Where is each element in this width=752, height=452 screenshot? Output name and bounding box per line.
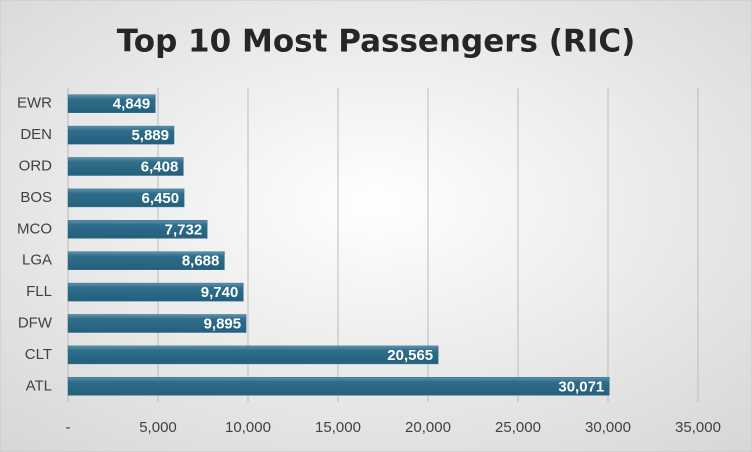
- bar: [67, 282, 244, 302]
- y-tick-label: FLL: [26, 283, 52, 300]
- y-tick-label: LGA: [22, 252, 52, 269]
- data-label: 9,895: [204, 315, 242, 332]
- y-tick-label: MCO: [17, 220, 52, 237]
- x-tick-label: 35,000: [675, 419, 721, 436]
- bar: [67, 125, 175, 145]
- chart-title: Top 10 Most Passengers (RIC): [117, 24, 636, 60]
- y-tick-label: DFW: [18, 314, 53, 331]
- x-tick-label: 15,000: [315, 419, 361, 436]
- x-tick-label: -: [66, 419, 71, 436]
- data-label: 30,071: [558, 378, 604, 395]
- data-label: 8,688: [182, 253, 220, 270]
- data-label: 6,450: [142, 190, 180, 207]
- x-tick-label: 5,000: [139, 419, 177, 436]
- data-label: 4,849: [113, 96, 151, 113]
- bar: [67, 94, 156, 113]
- y-tick-label: BOS: [20, 189, 52, 206]
- x-tick-label: 25,000: [495, 419, 541, 436]
- data-label: 5,889: [131, 127, 169, 144]
- data-label: 6,408: [141, 158, 179, 175]
- bar: [67, 220, 208, 239]
- bar: [67, 377, 610, 396]
- bar: [67, 345, 439, 365]
- y-tick-label: ATL: [26, 377, 52, 394]
- y-tick-label: CLT: [25, 346, 52, 363]
- x-tick-label: 10,000: [225, 419, 271, 436]
- x-tick-label: 20,000: [405, 419, 451, 436]
- bar: [67, 157, 184, 176]
- bar: [67, 188, 185, 208]
- data-label: 9,740: [201, 284, 239, 301]
- bar: [67, 251, 225, 270]
- bar: [67, 314, 247, 333]
- y-tick-label: EWR: [17, 95, 52, 112]
- data-label: 20,565: [387, 347, 433, 364]
- y-tick-label: DEN: [20, 126, 52, 143]
- data-label: 7,732: [165, 221, 203, 238]
- y-tick-label: ORD: [19, 157, 53, 174]
- x-tick-label: 30,000: [585, 419, 631, 436]
